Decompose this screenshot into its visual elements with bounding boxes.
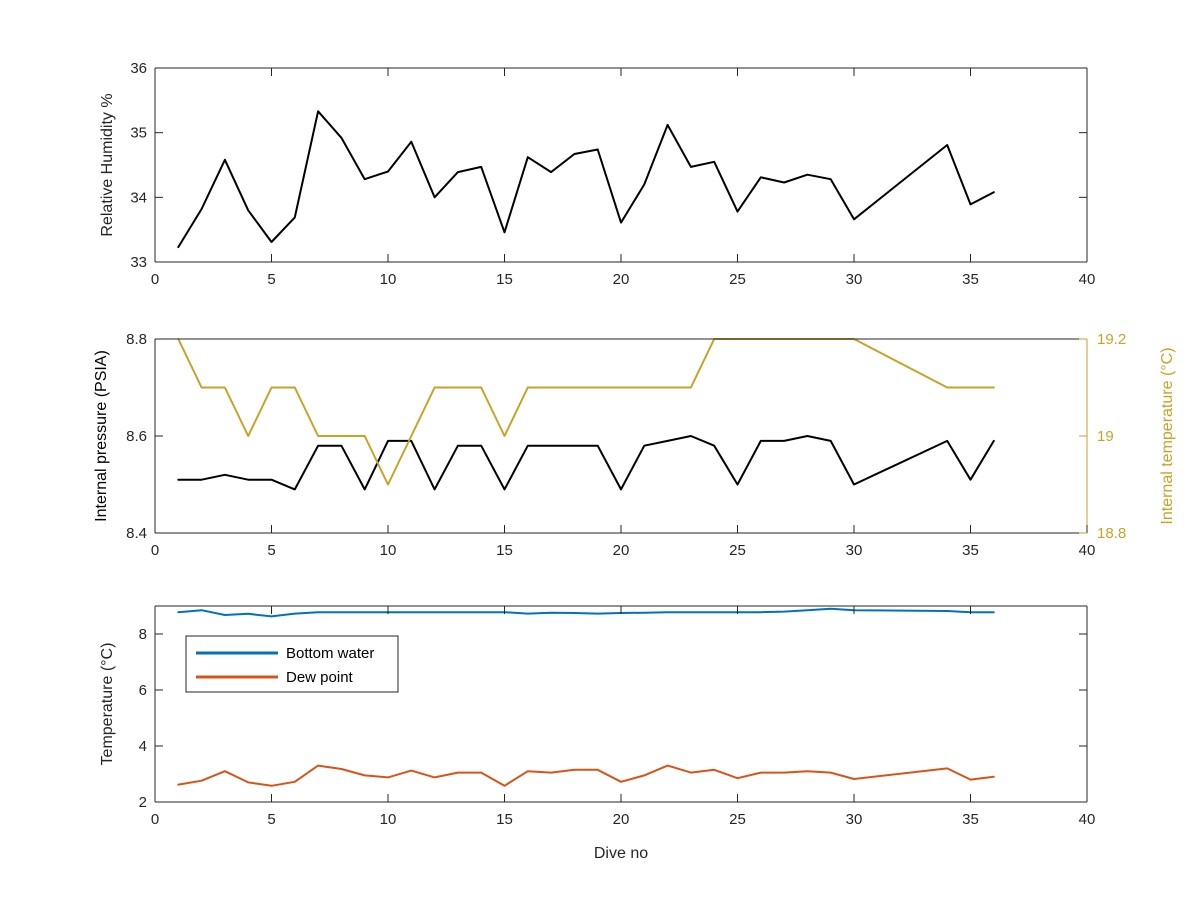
- y-axis-label: Temperature (°C): [99, 643, 116, 766]
- subplot-1: 0 5 10 15 20 25 30 35 40 33 34 35 36 Relative Humidit…: [99, 60, 1095, 288]
- y-right-tick-label: 19: [1097, 428, 1114, 445]
- series-line-series-2: [177, 338, 995, 486]
- subplot-2: 0 5 10 15 20 25 30 35 40 8.4 8.6 8.8 18.8 19 19.2 Inter…: [93, 331, 1176, 559]
- y-axis-label-right: Internal temperature (°C): [1159, 347, 1176, 524]
- x-tick-label: 15: [496, 542, 513, 559]
- x-tick-label: 5: [267, 542, 275, 559]
- x-tick-label: 30: [846, 811, 863, 828]
- y-tick-label: 8.6: [126, 428, 147, 445]
- x-tick-label: 35: [962, 542, 979, 559]
- x-tick-label: 10: [380, 811, 397, 828]
- x-tick-label: 20: [613, 542, 630, 559]
- y-tick-label: 35: [130, 125, 147, 142]
- y-tick-label: 36: [130, 60, 147, 77]
- legend-label-bottom-water: Bottom water: [286, 645, 374, 662]
- series-line-dew-point: [177, 764, 995, 787]
- y-tick-label: 8.8: [126, 331, 147, 348]
- x-tick-label: 5: [267, 811, 275, 828]
- x-tick-label: 40: [1079, 271, 1096, 288]
- subplot-3: 0 5 10 15 20 25 30 35 40 2 4 6 8 Temperature (°C) Dive…: [99, 605, 1096, 862]
- x-tick-label: 10: [380, 542, 397, 559]
- y-right-tick-label: 19.2: [1097, 331, 1126, 348]
- y-tick-label: 6: [139, 682, 147, 699]
- x-tick-label: 30: [846, 542, 863, 559]
- legend-box: [185, 635, 399, 693]
- x-tick-label: 15: [496, 271, 513, 288]
- x-tick-label: 15: [496, 811, 513, 828]
- x-tick-label: 35: [962, 271, 979, 288]
- y-tick-label: 8: [139, 626, 147, 643]
- x-tick-label: 30: [846, 271, 863, 288]
- x-tick-label: 25: [729, 542, 746, 559]
- x-tick-label: 25: [729, 811, 746, 828]
- x-tick-label: 20: [613, 271, 630, 288]
- x-tick-label: 40: [1079, 811, 1096, 828]
- series-line-series-1: [177, 110, 995, 249]
- plot-area: [177, 110, 995, 249]
- y-tick-label: 4: [139, 738, 147, 755]
- x-tick-label: 0: [151, 542, 159, 559]
- y-tick-label: 8.4: [126, 525, 147, 542]
- legend: Bottom water Dew point: [185, 635, 399, 693]
- x-tick-label: 0: [151, 271, 159, 288]
- y-right-tick-label: 18.8: [1097, 525, 1126, 542]
- y-tick-label: 34: [130, 189, 147, 206]
- y-axis-label: Relative Humidity %: [99, 93, 116, 236]
- x-tick-label: 0: [151, 811, 159, 828]
- x-tick-label: 10: [380, 271, 397, 288]
- y-tick-label: 2: [139, 794, 147, 811]
- x-tick-label: 35: [962, 811, 979, 828]
- x-tick-label: 25: [729, 271, 746, 288]
- plot-area: [177, 607, 995, 787]
- plot-area: [177, 338, 995, 491]
- x-tick-label: 40: [1079, 542, 1096, 559]
- x-tick-label: 20: [613, 811, 630, 828]
- series-line-bottom-water: [177, 607, 995, 618]
- x-tick-label: 5: [267, 271, 275, 288]
- y-axis-label: Internal pressure (PSIA): [93, 350, 110, 522]
- x-axis-label: Dive no: [594, 845, 648, 862]
- series-line-series-1: [177, 435, 995, 491]
- legend-label-dew-point: Dew point: [286, 669, 354, 686]
- y-tick-label: 33: [130, 254, 147, 271]
